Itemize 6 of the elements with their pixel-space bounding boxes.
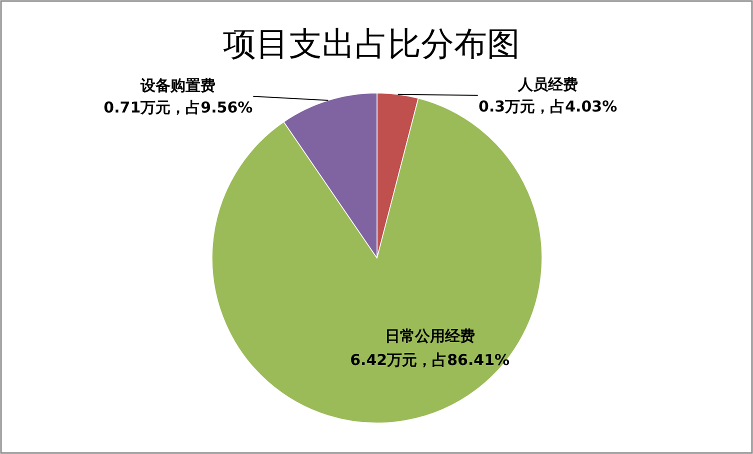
slice-label: 人员经费 [516, 75, 578, 94]
chart-title: 项目支出占比分布图 [223, 24, 520, 63]
data-label: 0.71万元，占9.56% [104, 98, 253, 116]
data-label: 0.3万元，占4.03% [478, 97, 618, 116]
slice-label: 日常公用经费 [384, 327, 475, 346]
slice-label: 设备购置费 [140, 76, 216, 94]
